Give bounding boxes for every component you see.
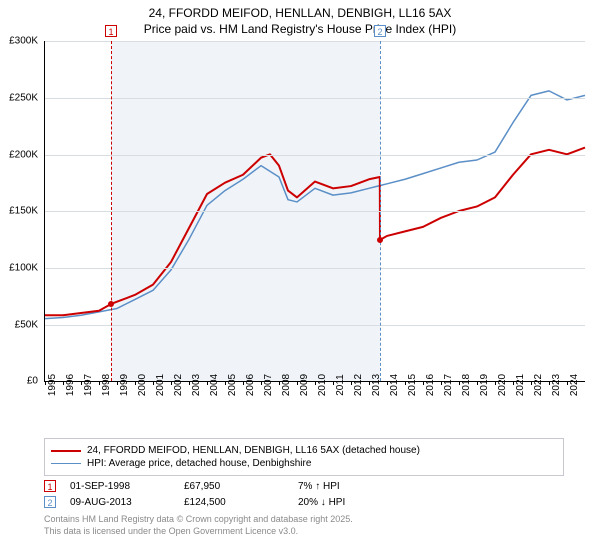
title-line-1: 24, FFORDD MEIFOD, HENLLAN, DENBIGH, LL1… [0,6,600,22]
event-date: 01-SEP-1998 [70,481,170,492]
x-axis-label: 2001 [155,374,166,396]
event-price: £124,500 [184,497,284,508]
event-date: 09-AUG-2013 [70,497,170,508]
x-axis-label: 2015 [407,374,418,396]
y-axis-label: £50K [15,319,38,330]
y-axis-label: £150K [9,206,38,217]
copyright-line-1: Contains HM Land Registry data © Crown c… [44,514,590,526]
plot: 12 [44,41,585,382]
legend: 24, FFORDD MEIFOD, HENLLAN, DENBIGH, LL1… [44,438,564,476]
chart-marker-icon: 2 [374,25,386,37]
copyright-line-2: This data is licensed under the Open Gov… [44,526,590,538]
event-marker-icon: 2 [44,496,56,508]
event-delta: 20% ↓ HPI [298,497,398,508]
legend-item: HPI: Average price, detached house, Denb… [51,458,557,469]
x-axis-label: 2005 [227,374,238,396]
x-axis-label: 1999 [119,374,130,396]
x-axis-label: 2024 [569,374,580,396]
legend-swatch [51,450,81,452]
title-line-2: Price paid vs. HM Land Registry's House … [0,22,600,38]
legend-label: 24, FFORDD MEIFOD, HENLLAN, DENBIGH, LL1… [87,445,420,456]
x-axis-label: 2023 [551,374,562,396]
x-axis-label: 2000 [137,374,148,396]
event-delta: 7% ↑ HPI [298,481,398,492]
copyright: Contains HM Land Registry data © Crown c… [44,514,590,537]
y-axis-label: £200K [9,149,38,160]
event-price: £67,950 [184,481,284,492]
x-axis-label: 2011 [335,374,346,396]
title-block: 24, FFORDD MEIFOD, HENLLAN, DENBIGH, LL1… [0,0,600,37]
legend-label: HPI: Average price, detached house, Denb… [87,458,311,469]
x-axis-label: 2008 [281,374,292,396]
event-marker-icon: 1 [44,480,56,492]
chart-area: 12 £0£50K£100K£150K£200K£250K£300K199519… [44,41,584,406]
x-axis-label: 2021 [515,374,526,396]
y-axis-label: £0 [27,376,38,387]
chart-container: 24, FFORDD MEIFOD, HENLLAN, DENBIGH, LL1… [0,0,600,560]
x-axis-label: 2022 [533,374,544,396]
events-table: 1 01-SEP-1998 £67,950 7% ↑ HPI 2 09-AUG-… [44,480,564,508]
x-axis-label: 2018 [461,374,472,396]
x-axis-label: 1997 [83,374,94,396]
chart-marker-icon: 1 [105,25,117,37]
x-axis-label: 2007 [263,374,274,396]
event-row: 2 09-AUG-2013 £124,500 20% ↓ HPI [44,496,564,508]
x-axis-label: 2006 [245,374,256,396]
y-axis-label: £300K [9,36,38,47]
x-axis-label: 2004 [209,374,220,396]
y-axis-label: £250K [9,92,38,103]
legend-swatch [51,463,81,464]
x-axis-label: 2010 [317,374,328,396]
x-axis-label: 1996 [65,374,76,396]
x-axis-label: 2017 [443,374,454,396]
x-axis-label: 2016 [425,374,436,396]
x-axis-label: 2002 [173,374,184,396]
legend-item: 24, FFORDD MEIFOD, HENLLAN, DENBIGH, LL1… [51,445,557,456]
x-axis-label: 2014 [389,374,400,396]
x-axis-label: 2020 [497,374,508,396]
x-axis-label: 2009 [299,374,310,396]
x-axis-label: 2003 [191,374,202,396]
x-axis-label: 2012 [353,374,364,396]
x-axis-label: 2019 [479,374,490,396]
x-axis-label: 1995 [47,374,58,396]
event-row: 1 01-SEP-1998 £67,950 7% ↑ HPI [44,480,564,492]
x-axis-label: 1998 [101,374,112,396]
x-axis-label: 2013 [371,374,382,396]
y-axis-label: £100K [9,262,38,273]
